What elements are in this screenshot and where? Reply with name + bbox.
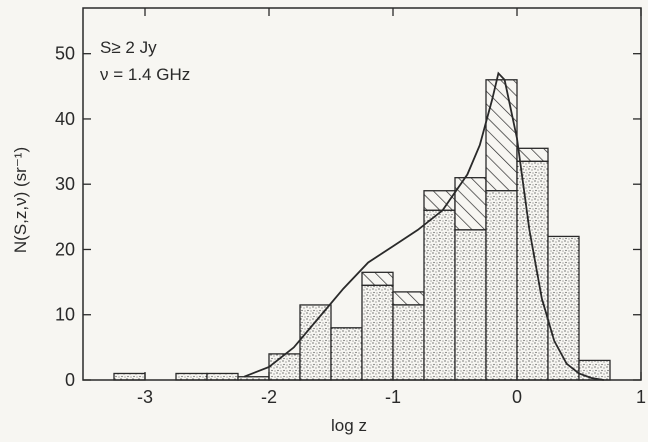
bar-stippled-10 — [423, 209, 456, 381]
plot-frame — [82, 7, 642, 381]
y-tick-label: 40 — [55, 109, 75, 129]
x-tick-label: -2 — [261, 387, 277, 407]
bar-stippled-14 — [547, 235, 580, 381]
fit-curve — [243, 71, 604, 381]
bar-hatched-12 — [485, 79, 518, 192]
bar-stippled-5 — [268, 353, 301, 381]
y-axis-title: N(S,z,ν) (sr⁻¹) — [11, 147, 30, 253]
bar-stippled-12 — [485, 190, 518, 381]
bar-hatched-13 — [516, 147, 549, 163]
bar-hatched-8 — [361, 271, 394, 287]
x-tick-label: -1 — [385, 387, 401, 407]
annotation-flux-limit: S≥ 2 Jy — [100, 38, 157, 57]
y-tick-label: 50 — [55, 44, 75, 64]
bar-stippled-11 — [454, 229, 487, 381]
x-tick-label: 0 — [512, 387, 522, 407]
bar-stippled-9 — [392, 304, 425, 381]
x-tick-label: -3 — [137, 387, 153, 407]
bar-stippled-0 — [113, 372, 146, 381]
x-tick-label: 1 — [636, 387, 646, 407]
bar-stippled-6 — [299, 304, 332, 381]
bar-stippled-8 — [361, 284, 394, 381]
bars-layer — [113, 79, 611, 381]
bar-stippled-13 — [516, 160, 549, 381]
bar-stippled-2 — [175, 372, 208, 381]
y-tick-label: 0 — [65, 370, 75, 390]
y-tick-label: 30 — [55, 174, 75, 194]
bar-stippled-15 — [578, 359, 611, 381]
x-axis-title: log z — [331, 416, 367, 435]
annotation-frequency: ν = 1.4 GHz — [100, 65, 190, 84]
y-tick-label: 20 — [55, 239, 75, 259]
y-tick-label: 10 — [55, 305, 75, 325]
bar-hatched-9 — [392, 291, 425, 306]
bar-stippled-3 — [206, 372, 239, 381]
bar-stippled-7 — [330, 327, 363, 381]
